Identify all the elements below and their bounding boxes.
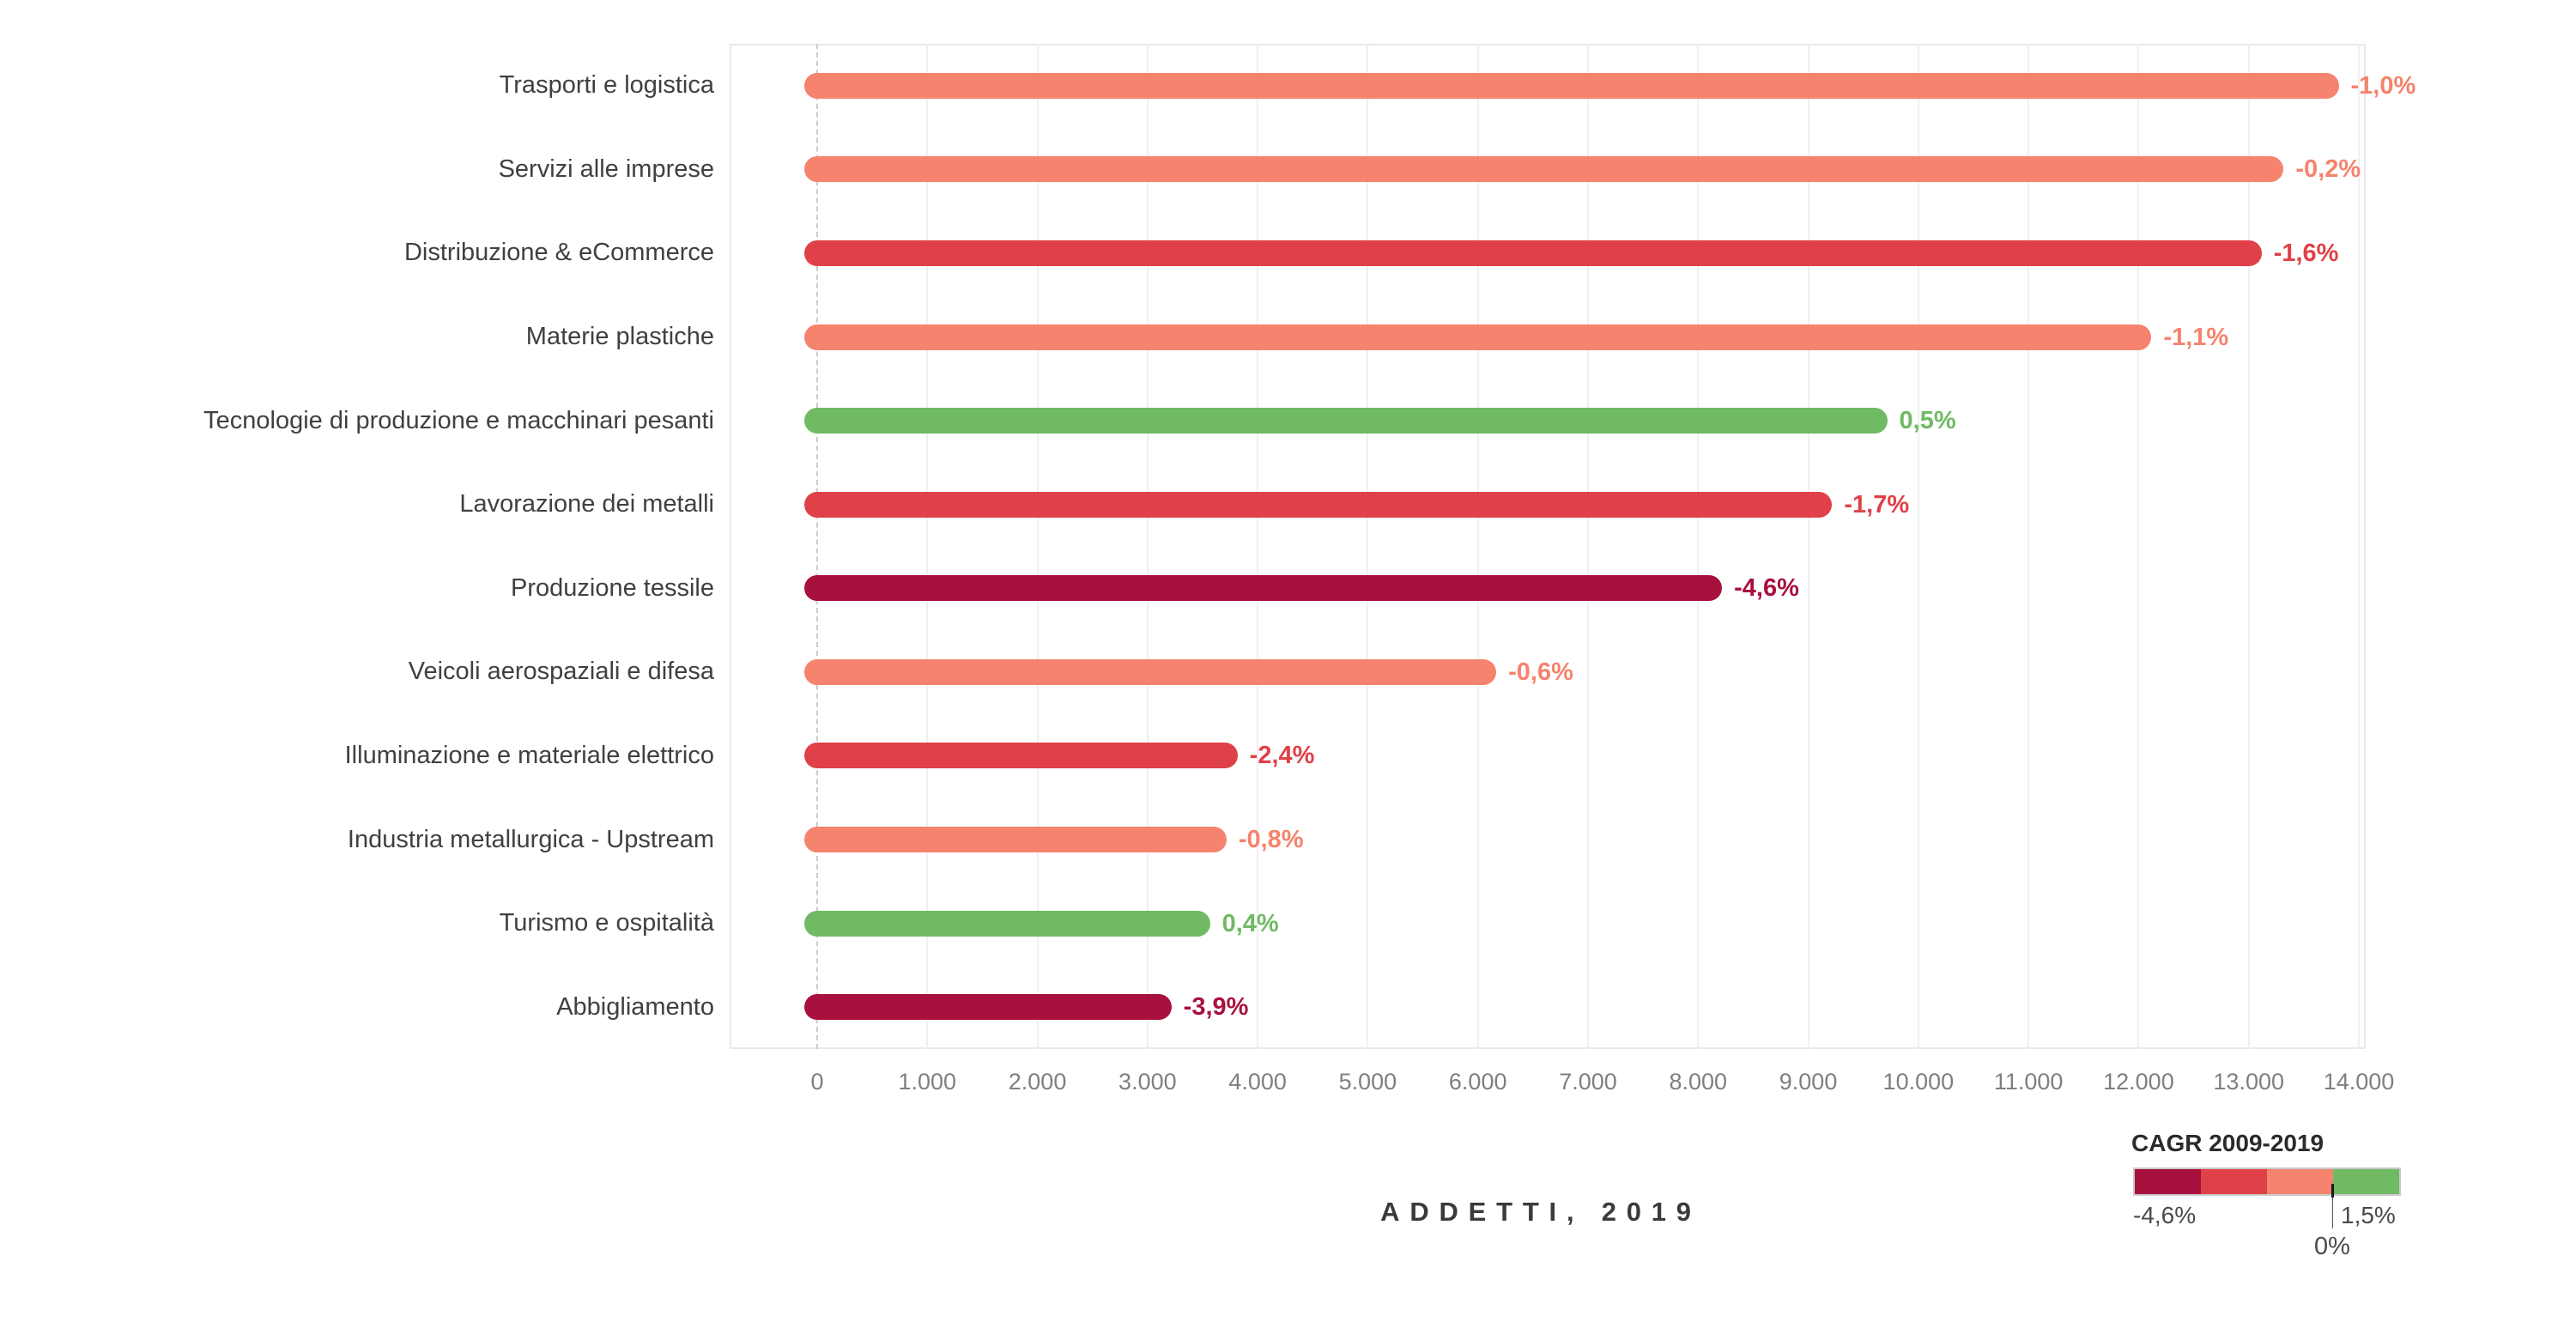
cagr-value-label: -1,1% — [2163, 323, 2229, 351]
legend-zero-line — [2332, 1198, 2333, 1228]
x-tick-label: 14.000 — [2323, 1069, 2395, 1095]
bar-veicoli-aerospaziali-e-difesa[interactable] — [804, 658, 1497, 685]
cagr-value-label: 0,5% — [1899, 407, 1956, 435]
gridline — [1587, 44, 1589, 1049]
category-label: Illuminazione e materiale elettrico — [344, 741, 714, 769]
category-label: Industria metallurgica - Upstream — [347, 825, 714, 853]
plot-area — [730, 44, 2366, 1049]
cagr-value-label: -2,4% — [1249, 742, 1315, 770]
category-label: Abbigliamento — [556, 992, 714, 1021]
x-tick-label: 2.000 — [1008, 1069, 1067, 1095]
legend-title: CAGR 2009-2019 — [2131, 1130, 2324, 1156]
gridline — [1807, 44, 1809, 1049]
category-label: Produzione tessile — [511, 573, 714, 602]
legend-min-label: -4,6% — [2133, 1202, 2197, 1228]
cagr-value-label: -0,6% — [1508, 658, 1573, 686]
bar-trasporti-e-logistica[interactable] — [804, 72, 2339, 99]
bar-servizi-alle-imprese[interactable] — [804, 156, 2284, 183]
gridline — [2027, 44, 2030, 1049]
legend-segment-green[interactable] — [2333, 1169, 2399, 1194]
cagr-value-label: -1,0% — [2350, 71, 2416, 100]
zero-axis-dashed-line — [816, 44, 818, 1049]
bar-produzione-tessile[interactable] — [804, 575, 1723, 602]
cagr-value-label: -4,6% — [1734, 574, 1799, 603]
category-label: Materie plastiche — [525, 323, 714, 351]
legend-zero-tick — [2331, 1184, 2334, 1198]
x-tick-label: 7.000 — [1559, 1069, 1617, 1095]
x-tick-label: 1.000 — [898, 1069, 957, 1095]
bar-tecnologie-di-produzione-e-macchinari-pesanti[interactable] — [804, 408, 1888, 434]
x-axis-title: ADDETTI, 2019 — [1380, 1197, 1701, 1227]
cagr-value-label: -0,8% — [1238, 826, 1304, 854]
category-label: Turismo e ospitalità — [499, 909, 714, 937]
bar-distribuzione-ecommerce[interactable] — [804, 240, 2262, 266]
gridline — [1697, 44, 1700, 1049]
category-label: Trasporti e logistica — [499, 71, 714, 100]
bar-abbigliamento[interactable] — [804, 994, 1172, 1021]
category-label: Lavorazione dei metalli — [459, 490, 714, 518]
color-legend: CAGR 2009-2019 -4,6% 1,5% 0% — [2124, 1130, 2485, 1260]
category-label: Distribuzione & eCommerce — [403, 239, 714, 267]
gridline — [2137, 44, 2140, 1049]
x-tick-label: 4.000 — [1228, 1069, 1287, 1095]
legend-segment-darkred[interactable] — [2135, 1169, 2201, 1194]
gridline — [1257, 44, 1259, 1049]
bar-turismo-e-ospitalit-[interactable] — [804, 910, 1210, 937]
legend-segment-salmon[interactable] — [2267, 1169, 2333, 1194]
x-tick-label: 8.000 — [1669, 1069, 1728, 1095]
cagr-value-label: -3,9% — [1183, 993, 1249, 1022]
x-tick-label: 6.000 — [1448, 1069, 1507, 1095]
bar-industria-metallurgica-upstream[interactable] — [804, 827, 1227, 853]
cagr-value-label: -1,7% — [1844, 490, 1910, 518]
gridline — [1146, 44, 1149, 1049]
cagr-value-label: 0,4% — [1221, 909, 1279, 937]
gridline — [1367, 44, 1369, 1049]
x-tick-label: 3.000 — [1118, 1069, 1177, 1095]
legend-max-label: 1,5% — [2341, 1202, 2396, 1228]
cagr-value-label: -0,2% — [2295, 155, 2361, 184]
legend-color-ramp — [2133, 1167, 2401, 1196]
x-tick-label: 13.000 — [2213, 1069, 2284, 1095]
x-tick-label: 12.000 — [2103, 1069, 2174, 1095]
legend-zero-label: 0% — [2314, 1233, 2350, 1260]
x-tick-label: 5.000 — [1338, 1069, 1397, 1095]
gridline — [1476, 44, 1479, 1049]
x-tick-label: 10.000 — [1882, 1069, 1955, 1095]
x-tick-label: 0 — [810, 1069, 824, 1095]
bar-illuminazione-e-materiale-elettrico[interactable] — [804, 743, 1238, 769]
category-label: Tecnologie di produzione e macchinari pe… — [203, 406, 714, 434]
bar-lavorazione-dei-metalli[interactable] — [804, 491, 1833, 518]
gridline — [926, 44, 929, 1049]
gridline — [1917, 44, 1919, 1049]
x-tick-label: 11.000 — [1993, 1069, 2064, 1095]
x-tick-label: 9.000 — [1779, 1069, 1838, 1095]
legend-segment-red[interactable] — [2201, 1169, 2267, 1194]
cagr-value-label: -1,6% — [2273, 239, 2339, 267]
gridline — [2358, 44, 2360, 1049]
gridline — [2247, 44, 2250, 1049]
category-label: Servizi alle imprese — [498, 155, 714, 183]
gridline — [1036, 44, 1039, 1049]
bar-materie-plastiche[interactable] — [804, 324, 2152, 350]
category-label: Veicoli aerospaziali e difesa — [408, 658, 714, 686]
